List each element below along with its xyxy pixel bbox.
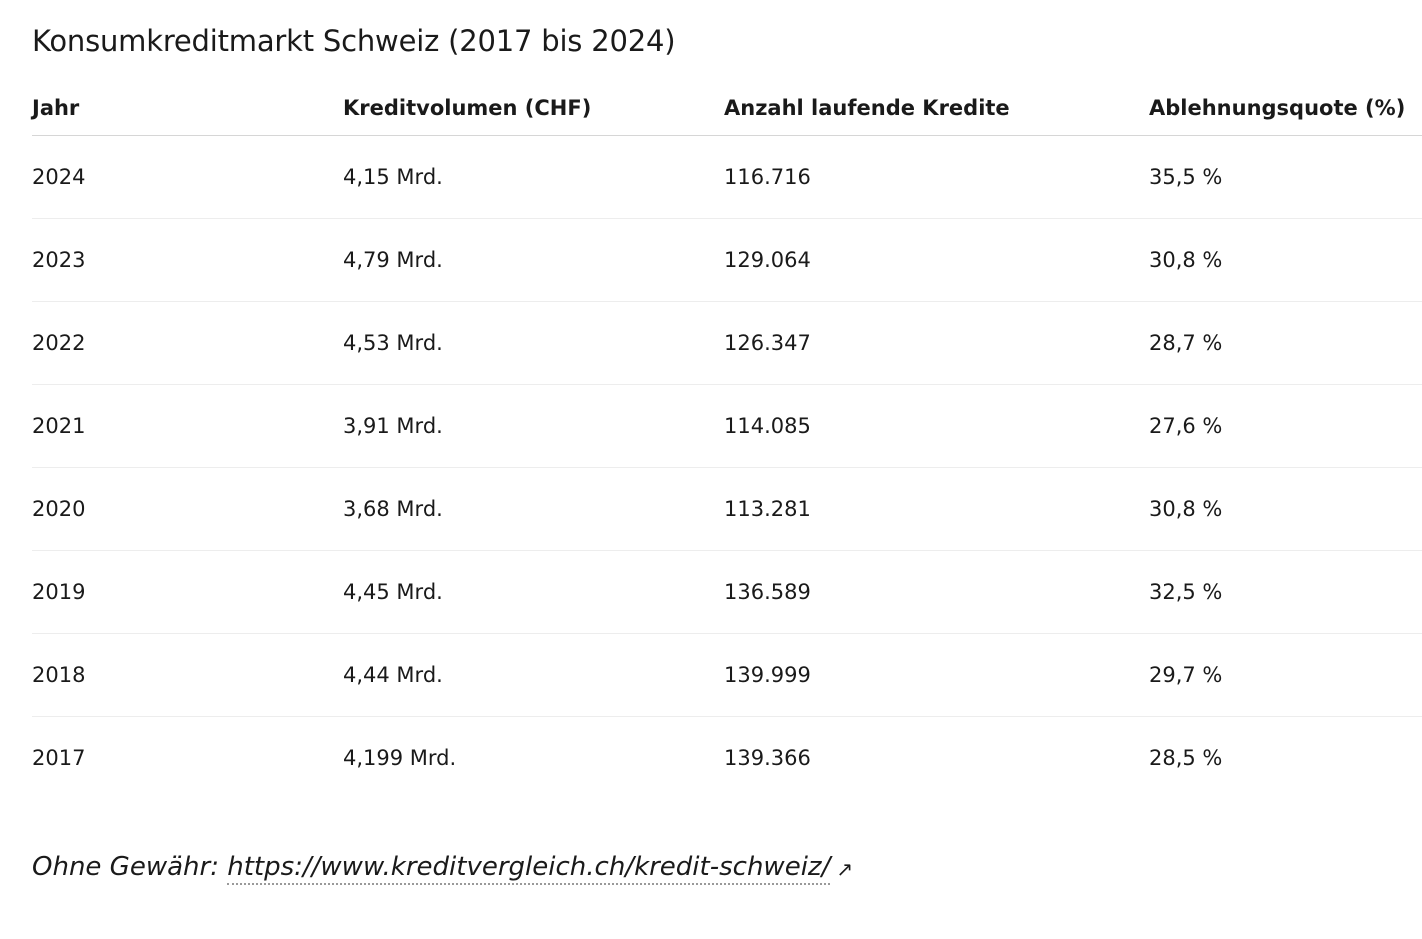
- cell-kreditvolumen: 4,15 Mrd.: [343, 135, 724, 219]
- external-link-icon: ↗: [836, 857, 854, 881]
- cell-anzahl-kredite: 129.064: [724, 218, 1149, 302]
- table-row: 2023 4,79 Mrd. 129.064 30,8 %: [32, 218, 1422, 302]
- column-header-anzahl-kredite: Anzahl laufende Kredite: [724, 80, 1149, 136]
- cell-kreditvolumen: 4,53 Mrd.: [343, 301, 724, 385]
- cell-ablehnungsquote: 30,8 %: [1149, 467, 1422, 551]
- cell-jahr: 2018: [32, 633, 343, 717]
- table-row: 2018 4,44 Mrd. 139.999 29,7 %: [32, 633, 1422, 717]
- source-link-text: https://www.kreditvergleich.ch/kredit-sc…: [227, 852, 831, 882]
- cell-ablehnungsquote: 28,5 %: [1149, 746, 1223, 770]
- cell-jahr: 2022: [32, 301, 343, 385]
- cell-jahr: 2023: [32, 218, 343, 302]
- cell-jahr: 2017: [32, 746, 86, 770]
- cell-ablehnungsquote: 32,5 %: [1149, 550, 1422, 634]
- credit-market-table: Jahr Kreditvolumen (CHF) Anzahl laufende…: [32, 80, 1422, 799]
- table-row: 2017 4,199 Mrd. 139.366 28,5 %: [32, 717, 1422, 800]
- source-link[interactable]: https://www.kreditvergleich.ch/kredit-sc…: [227, 852, 831, 885]
- cell-ablehnungsquote: 29,7 %: [1149, 633, 1422, 717]
- cell-kreditvolumen: 4,79 Mrd.: [343, 218, 724, 302]
- cell-anzahl-kredite: 139.999: [724, 633, 1149, 717]
- table-row: 2024 4,15 Mrd. 116.716 35,5 %: [32, 135, 1422, 219]
- table-row: 2022 4,53 Mrd. 126.347 28,7 %: [32, 301, 1422, 385]
- column-header-kreditvolumen: Kreditvolumen (CHF): [343, 80, 724, 136]
- table-row: 2020 3,68 Mrd. 113.281 30,8 %: [32, 467, 1422, 551]
- column-header-ablehnungsquote: Ablehnungsquote (%): [1149, 80, 1422, 136]
- cell-anzahl-kredite: 116.716: [724, 135, 1149, 219]
- source-label: Ohne Gewähr:: [32, 852, 219, 882]
- cell-ablehnungsquote: 28,7 %: [1149, 301, 1422, 385]
- cell-anzahl-kredite: 114.085: [724, 384, 1149, 468]
- cell-anzahl-kredite: 126.347: [724, 301, 1149, 385]
- page-title: Konsumkreditmarkt Schweiz (2017 bis 2024…: [32, 24, 676, 58]
- cell-jahr: 2020: [32, 467, 343, 551]
- cell-jahr: 2021: [32, 384, 343, 468]
- cell-anzahl-kredite: 136.589: [724, 550, 1149, 634]
- table-row: 2021 3,91 Mrd. 114.085 27,6 %: [32, 384, 1422, 468]
- column-header-jahr: Jahr: [32, 80, 343, 136]
- table-header-row: Jahr Kreditvolumen (CHF) Anzahl laufende…: [32, 80, 1422, 136]
- cell-ablehnungsquote: 30,8 %: [1149, 218, 1422, 302]
- cell-anzahl-kredite: 139.366: [724, 746, 811, 770]
- cell-kreditvolumen: 4,199 Mrd.: [343, 746, 457, 770]
- cell-ablehnungsquote: 35,5 %: [1149, 135, 1422, 219]
- source-note: Ohne Gewähr: https://www.kreditvergleich…: [32, 852, 854, 885]
- table-row: 2019 4,45 Mrd. 136.589 32,5 %: [32, 550, 1422, 634]
- cell-kreditvolumen: 3,91 Mrd.: [343, 384, 724, 468]
- cell-anzahl-kredite: 113.281: [724, 467, 1149, 551]
- cell-ablehnungsquote: 27,6 %: [1149, 384, 1422, 468]
- cell-jahr: 2019: [32, 550, 343, 634]
- cell-kreditvolumen: 4,45 Mrd.: [343, 550, 724, 634]
- cell-jahr: 2024: [32, 135, 343, 219]
- cell-kreditvolumen: 3,68 Mrd.: [343, 467, 724, 551]
- cell-kreditvolumen: 4,44 Mrd.: [343, 633, 724, 717]
